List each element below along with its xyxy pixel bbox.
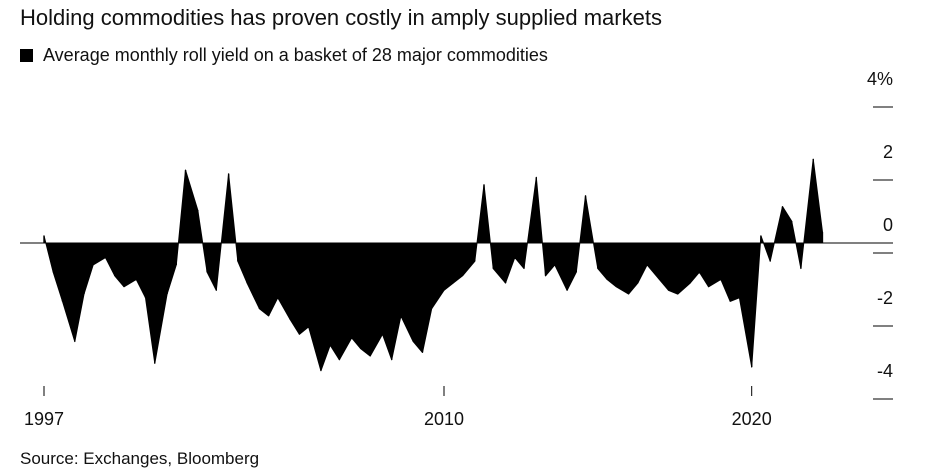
y-tick-label-0: 4% — [867, 69, 893, 89]
x-tick-label-2: 2020 — [732, 409, 772, 429]
legend: Average monthly roll yield on a basket o… — [20, 45, 548, 66]
legend-label: Average monthly roll yield on a basket o… — [43, 45, 548, 65]
x-tick-label-0: 1997 — [24, 409, 64, 429]
chart-title: Holding commodities has proven costly in… — [20, 5, 662, 30]
legend-swatch — [20, 49, 33, 62]
series-area — [43, 158, 823, 372]
y-tick-label-2: 0 — [883, 215, 893, 235]
source-note: Source: Exchanges, Bloomberg — [20, 449, 260, 468]
x-tick-label-1: 2010 — [424, 409, 464, 429]
y-tick-label-1: 2 — [883, 142, 893, 162]
y-tick-label-4: -4 — [877, 361, 893, 381]
y-tick-label-3: -2 — [877, 288, 893, 308]
